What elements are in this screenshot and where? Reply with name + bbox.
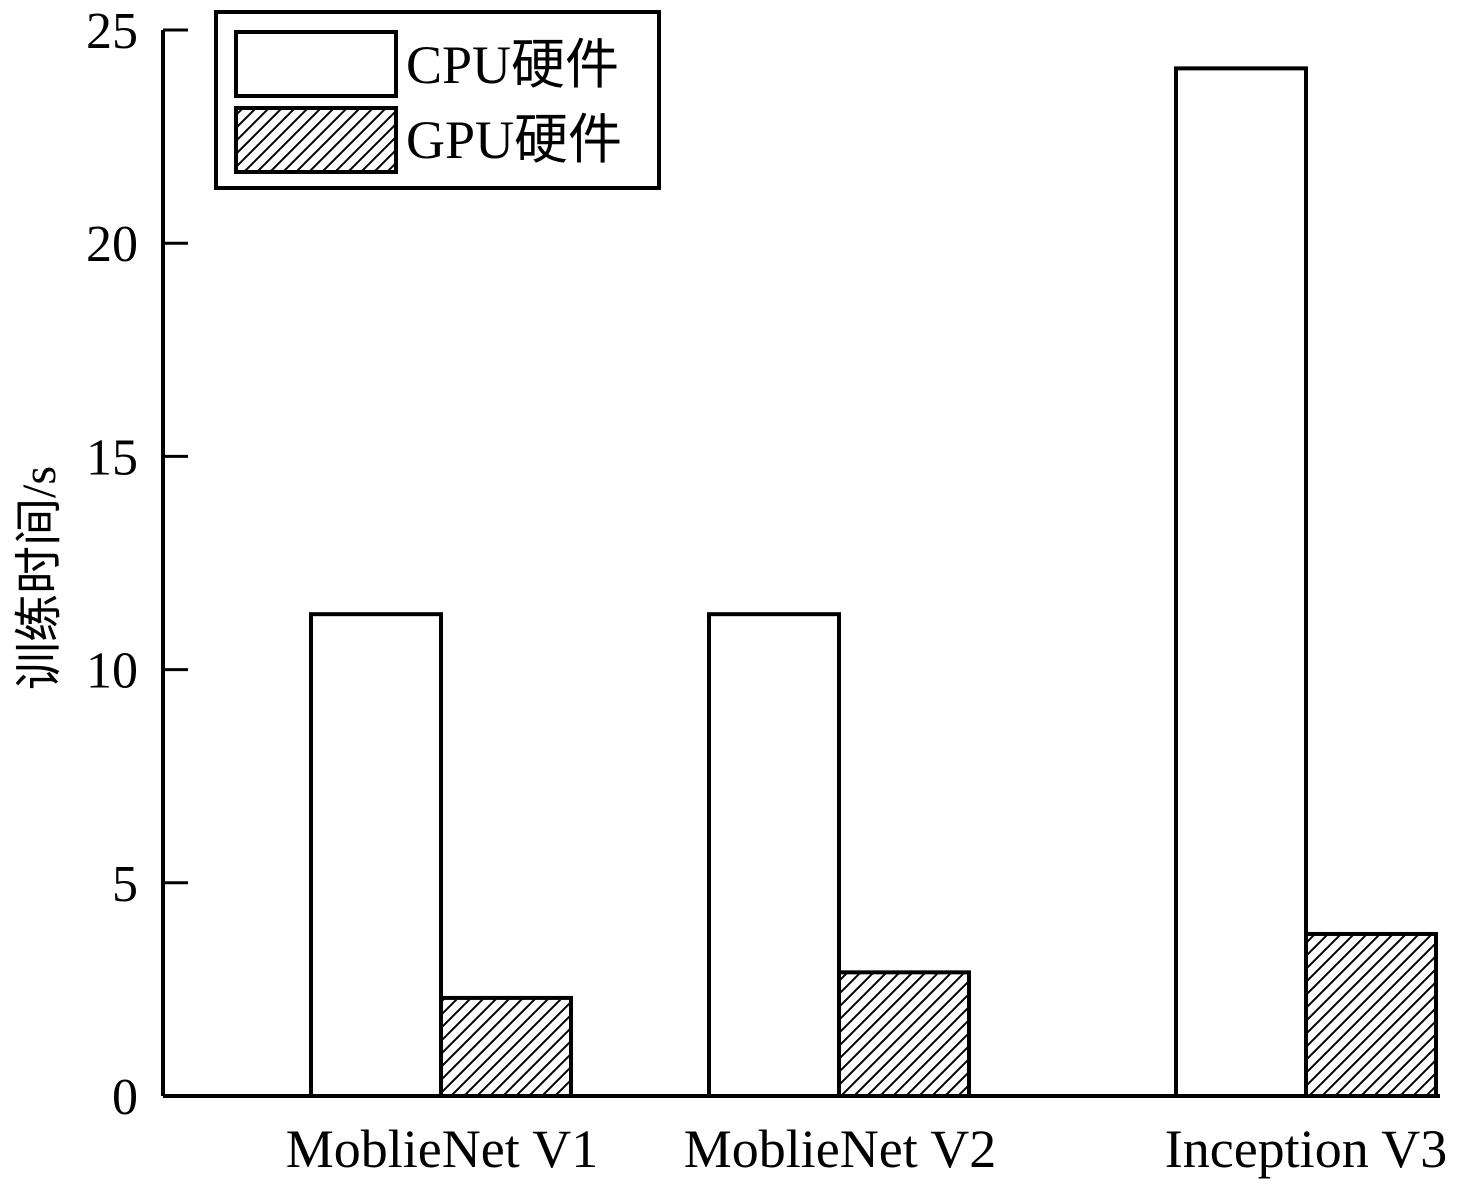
bar-cpu: [309, 612, 443, 1099]
y-tick-label: 25: [86, 3, 138, 60]
legend-label-gpu: GPU硬件: [406, 110, 622, 170]
y-tick-label: 5: [112, 856, 138, 913]
bar-gpu: [837, 970, 971, 1098]
legend-swatch-cpu: [234, 30, 398, 98]
x-category-labels: MoblieNet V1 MoblieNet V2 Inception V3: [286, 1119, 1447, 1179]
legend-swatch-gpu: [234, 106, 398, 174]
y-tick-label: 0: [112, 1069, 138, 1126]
bar-cpu: [707, 612, 841, 1099]
bar-gpu: [439, 995, 573, 1098]
legend-label-cpu: CPU硬件: [406, 35, 619, 95]
y-tick-label: 10: [86, 643, 138, 700]
y-tick-label: 20: [86, 216, 138, 273]
bars: [309, 66, 1438, 1099]
legend: CPU硬件 GPU硬件: [214, 10, 661, 190]
x-category-label: Inception V3: [1165, 1119, 1447, 1179]
x-category-label: MoblieNet V2: [684, 1119, 996, 1179]
bar-gpu: [1304, 931, 1438, 1099]
y-tick-label: 15: [86, 429, 138, 486]
y-axis-label: 训练时间/s: [13, 466, 66, 690]
y-ticks: 0 5 10 15 20 25: [86, 3, 188, 1126]
x-category-label: MoblieNet V1: [286, 1119, 598, 1179]
bar-cpu: [1174, 66, 1308, 1099]
